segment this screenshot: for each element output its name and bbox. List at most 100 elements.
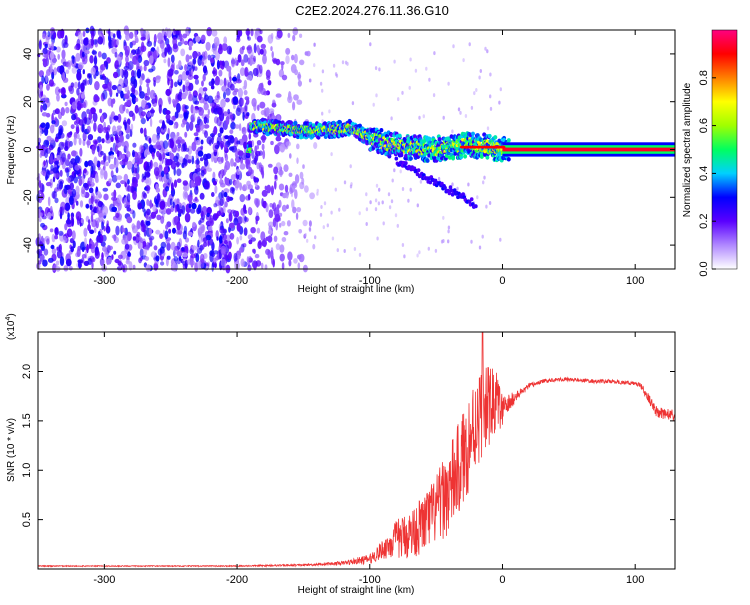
heatmap-cell [223,240,228,245]
heatmap-cell [255,215,260,222]
heatmap-cell [148,68,154,73]
heatmap-cell [165,239,170,244]
heatmap-cell [52,167,59,174]
heatmap-cell [67,188,73,195]
heatmap-cell [82,131,87,142]
heatmap-cell [58,88,64,93]
heatmap-cell [73,172,77,177]
heatmap-cell [198,107,205,116]
signal-branch-cell [452,188,457,193]
heatmap-cell [223,252,228,261]
heatmap-cell [297,262,301,270]
signal-core-cell [371,133,375,137]
heatmap-cell [94,249,100,259]
snr-series [37,331,676,568]
heatmap-cell [234,179,241,189]
heatmap-cell [151,152,155,157]
heatmap-cell [76,100,82,111]
heatmap-cell [56,154,61,161]
heatmap-cell [375,183,379,188]
heatmap-cell [197,150,204,157]
heatmap-cell [200,124,206,129]
heatmap-cell [293,53,298,64]
heatmap-cell [258,150,263,156]
heatmap-cell [393,59,396,64]
heatmap-cell [179,88,183,99]
heatmap-cell [218,69,223,77]
heatmap-cell [139,144,145,154]
heatmap-cell [146,86,151,96]
heatmap-cell [123,173,129,183]
heatmap-cell [140,36,146,41]
heatmap-cell [409,57,412,62]
heatmap-cell [161,44,165,53]
heatmap-cell [451,182,454,187]
heatmap-cell [243,54,249,63]
heatmap-cell [434,248,438,253]
heatmap-cell [140,45,147,52]
heatmap-cell [291,199,295,209]
heatmap-x-tick-label: 100 [626,275,644,287]
heatmap-cell [166,43,171,53]
heatmap-cell [297,80,302,87]
heatmap-cell [304,185,309,193]
heatmap-cell [223,91,226,100]
signal-band-cell [506,157,511,162]
heatmap-cell [248,255,252,261]
heatmap-cell [197,239,200,248]
heatmap-cell [330,152,333,157]
heatmap-cell [167,58,171,68]
heatmap-cell [289,153,292,159]
heatmap-cell [157,32,163,41]
heatmap-cell [168,138,174,149]
heatmap-cell [148,137,152,144]
heatmap-cell [209,102,215,107]
snr-y-tick-label: 1.0 [21,463,33,478]
heatmap-cell [241,98,245,106]
heatmap-cell [119,68,123,77]
heatmap-cell [40,89,44,97]
heatmap-cell [60,107,65,116]
heatmap-cell [267,163,273,168]
heatmap-cell [452,44,455,49]
heatmap-y-tick-label: -20 [22,189,34,205]
heatmap-cell [190,253,197,259]
heatmap-cell [277,169,284,176]
heatmap-cell [235,210,240,218]
heatmap-cell [52,265,56,272]
heatmap-cell [256,144,259,150]
heatmap-cell [49,124,55,134]
heatmap-cell [81,257,85,264]
heatmap-cell [123,39,126,46]
heatmap-cell [56,246,59,251]
heatmap-cell [186,121,190,132]
heatmap-cell [73,81,79,89]
heatmap-cell [205,41,211,51]
heatmap-cell [69,195,74,206]
heatmap-cell [499,87,502,92]
signal-band-cell [506,138,511,143]
heatmap-cell [375,93,378,98]
heatmap-cell [216,59,220,70]
heatmap-cell [125,55,129,63]
heatmap-cell [72,240,76,249]
heatmap-cell [200,34,206,43]
heatmap-cell [287,32,291,39]
heatmap-cell [111,206,118,212]
heatmap-cell [43,160,46,167]
heatmap-cell [231,57,235,67]
heatmap-cell [276,29,283,39]
heatmap-cell [478,245,482,250]
heatmap-cell [331,236,335,241]
heatmap-cell [198,93,202,101]
heatmap-cell [105,161,109,167]
heatmap-cell [130,123,134,131]
heatmap-cell [462,58,465,63]
heatmap-cell [253,177,260,183]
heatmap-cell [131,40,136,46]
heatmap-cell [172,36,178,47]
heatmap-cell [387,192,391,197]
heatmap-cell [96,145,100,153]
heatmap-cell [103,152,107,163]
heatmap-cell [246,44,253,55]
